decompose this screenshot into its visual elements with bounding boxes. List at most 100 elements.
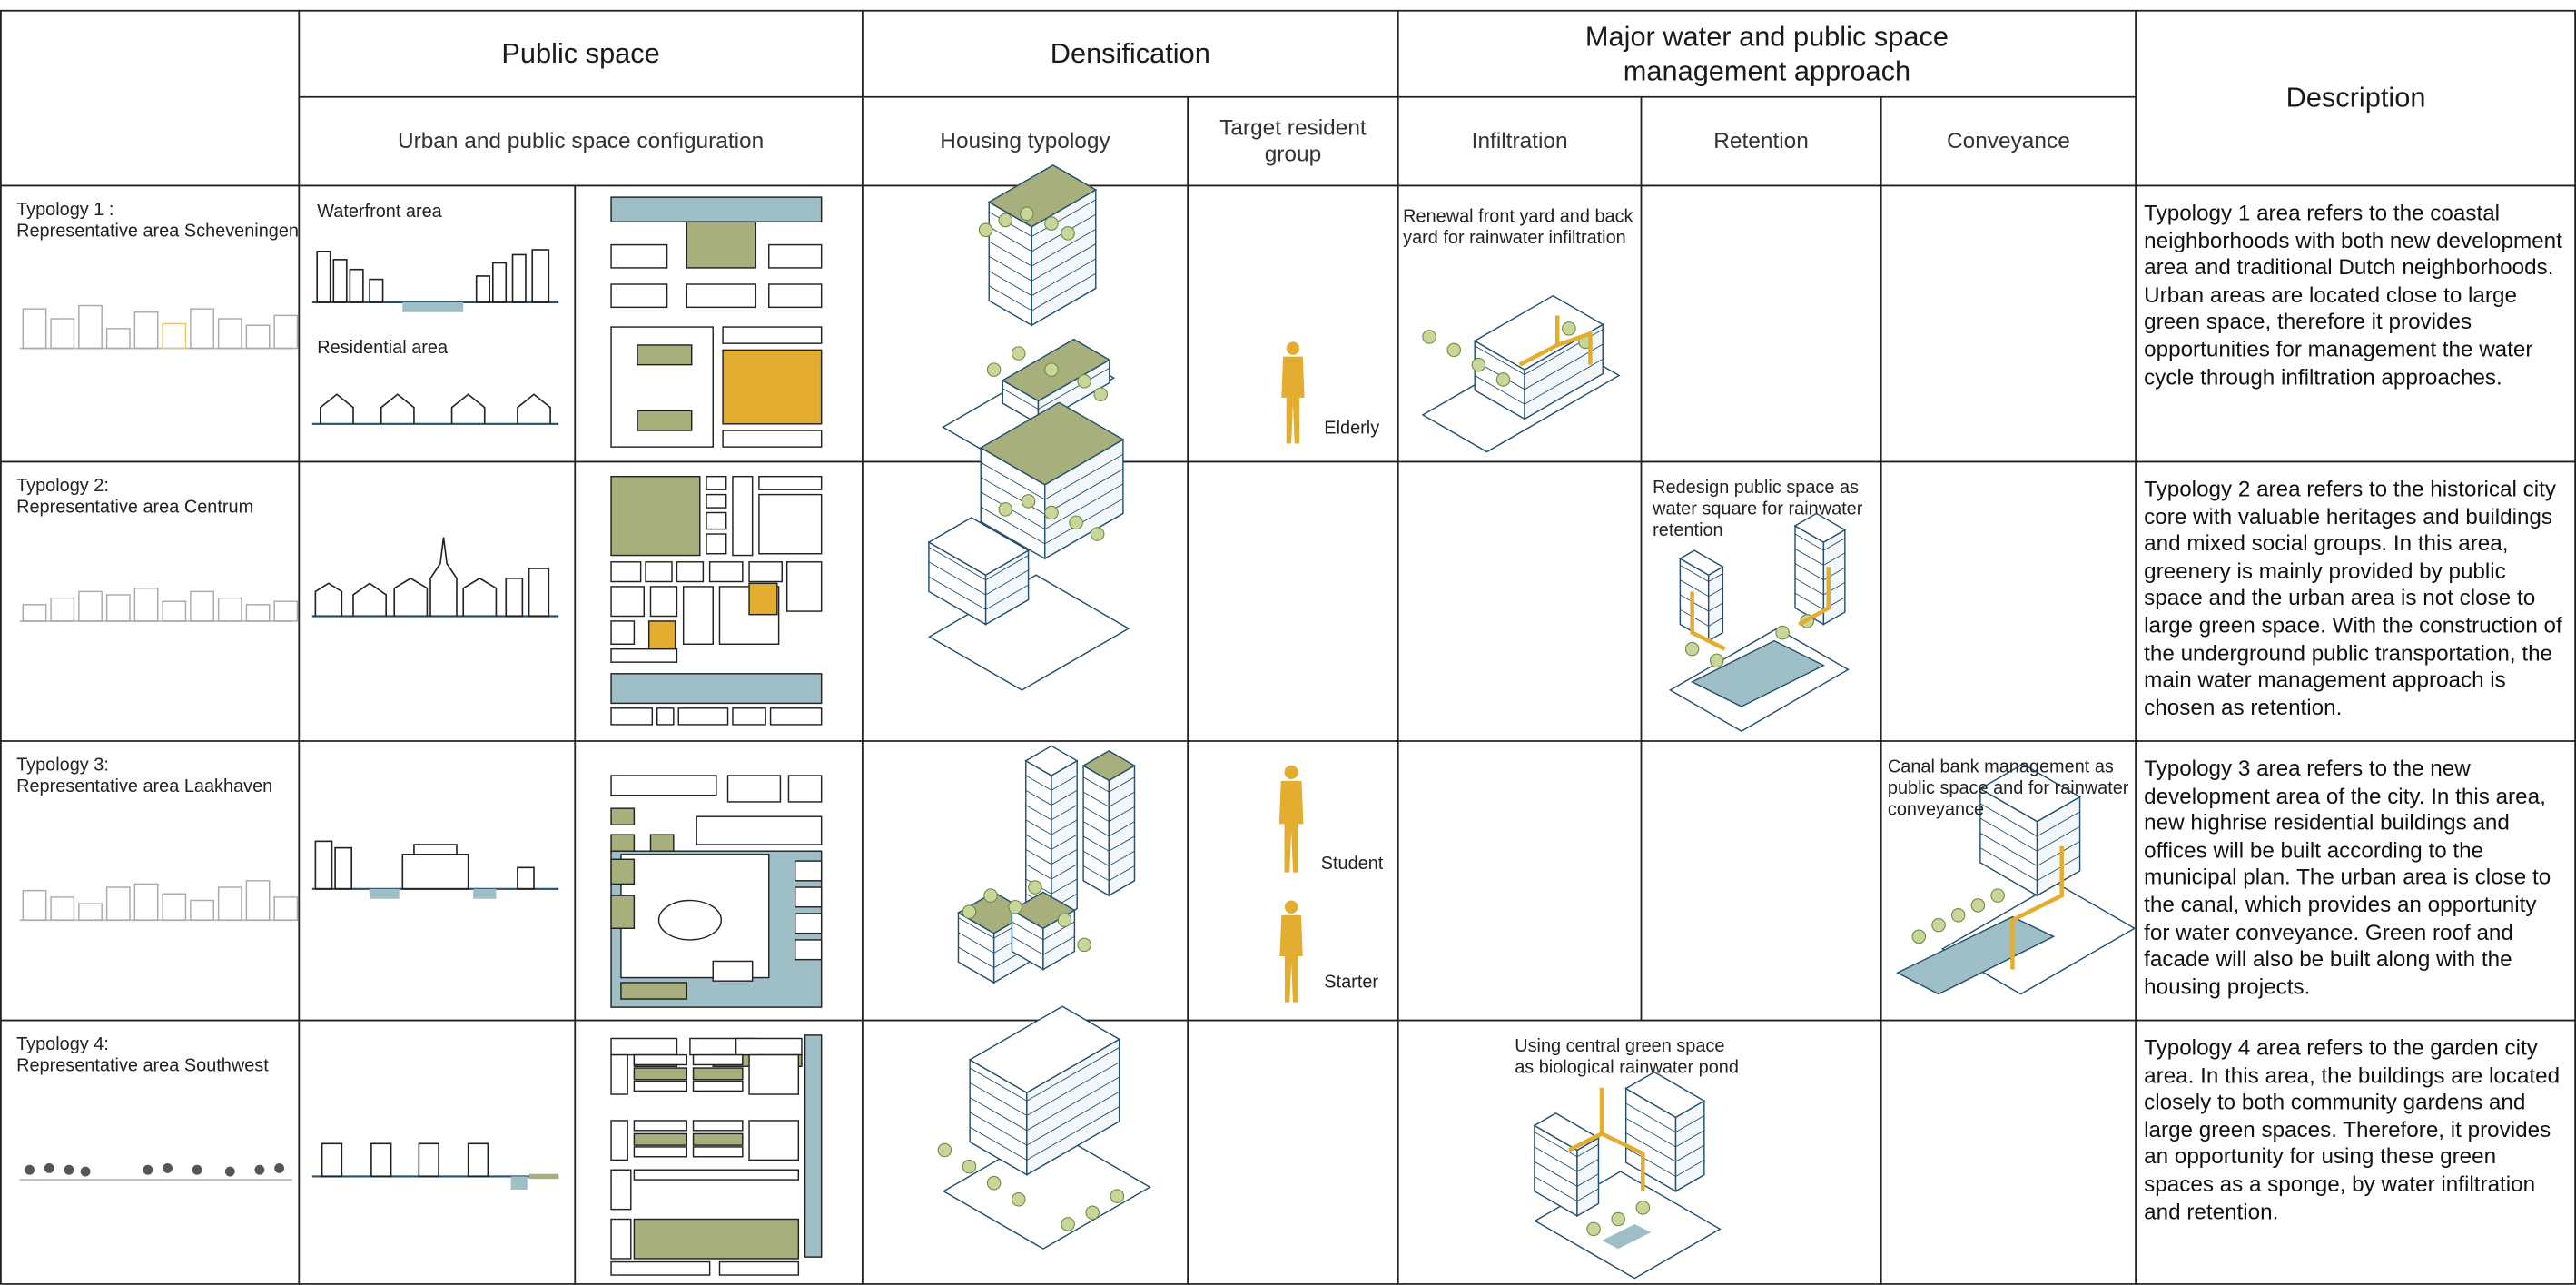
skyline-tree — [224, 1166, 235, 1177]
skyline-tree — [192, 1164, 202, 1175]
section-shape — [332, 259, 348, 303]
header-text: Densification — [1050, 37, 1210, 69]
section-shape — [473, 888, 497, 899]
skyline-building — [50, 318, 75, 350]
plan-block — [610, 647, 678, 663]
iso-floor — [1082, 850, 1110, 866]
iso-roof — [1081, 750, 1136, 782]
iso-floor — [1625, 1117, 1676, 1148]
flow-arrow — [1518, 315, 1593, 367]
iso-floor — [1031, 243, 1096, 282]
iso-floor — [928, 561, 986, 596]
subheader-text: Retention — [1713, 128, 1809, 153]
tree — [1044, 216, 1059, 231]
iso-floor — [1680, 565, 1709, 582]
iso-floor — [2037, 855, 2080, 882]
iso-floor — [958, 932, 994, 954]
tree — [1044, 362, 1059, 377]
section-shape — [349, 268, 364, 303]
iso-floor — [1474, 375, 1525, 405]
plan-block — [649, 586, 678, 618]
section-shape — [314, 840, 333, 890]
section-shape — [413, 844, 458, 855]
iso-floor — [969, 1082, 1028, 1116]
skyline-building — [78, 903, 103, 921]
plan-block — [748, 561, 783, 583]
iso-floor — [1002, 388, 1039, 410]
section-shape — [316, 251, 331, 303]
iso-floor — [1042, 935, 1075, 955]
approach-text: Redesign public space as water square fo… — [1653, 478, 1863, 541]
iso-floor — [985, 584, 1029, 610]
tree — [1422, 330, 1436, 344]
iso-floor — [1794, 592, 1824, 610]
iso-floor — [1576, 1188, 1599, 1202]
header-text: Public space — [501, 37, 660, 69]
tree — [937, 1142, 952, 1158]
skyline-building — [133, 588, 159, 622]
skyline-building — [217, 886, 242, 921]
iso-floor — [1082, 865, 1110, 882]
header: Description — [2136, 10, 2576, 186]
iso-face — [1082, 764, 1110, 897]
skyline-building — [22, 604, 47, 622]
tree — [1077, 937, 1091, 953]
tree — [1093, 387, 1109, 402]
skyline-tree — [25, 1164, 35, 1175]
tree — [1044, 505, 1059, 520]
plan-block — [692, 1067, 744, 1081]
plan-block — [633, 1067, 688, 1081]
plan-block — [692, 1053, 744, 1066]
iso-floor — [1044, 483, 1124, 529]
iso-roof — [1979, 763, 2082, 823]
iso-floor — [1044, 453, 1124, 500]
plan-block — [732, 707, 766, 726]
tree — [1471, 357, 1486, 372]
iso-floor — [2037, 840, 2080, 866]
iso-floor — [928, 576, 986, 610]
iso-floor — [1051, 775, 1078, 791]
person-head — [1284, 900, 1298, 914]
iso-floor — [1576, 1143, 1599, 1158]
approach-text: Renewal front yard and back yard for rai… — [1403, 206, 1633, 249]
section-shape — [467, 1142, 489, 1178]
plan-block — [656, 707, 675, 726]
iso-floor — [1025, 834, 1052, 850]
header-text: Description — [2285, 82, 2426, 114]
iso-floor — [2037, 811, 2080, 837]
flow-arrow — [2010, 845, 2064, 970]
iso-floor — [989, 285, 1032, 311]
plan-block — [794, 913, 823, 934]
plan-block — [804, 1034, 823, 1258]
iso-floor — [1044, 498, 1124, 545]
iso-floor — [1031, 199, 1096, 237]
plan-block — [748, 582, 778, 616]
iso-floor — [1082, 806, 1110, 823]
iso-floor — [1708, 602, 1723, 612]
plan-block — [748, 1053, 800, 1095]
typology-label: Typology 4: — [16, 1034, 109, 1055]
iso-floor — [1031, 258, 1096, 297]
typology-label: Typology 3: — [16, 756, 109, 776]
water-square — [1690, 639, 1825, 707]
plan-block — [610, 775, 717, 796]
subheader-text: Housing typology — [940, 128, 1110, 153]
plan-block — [696, 815, 823, 845]
skyline-building — [162, 893, 187, 921]
iso-floor — [1082, 821, 1110, 837]
tree — [1057, 913, 1072, 927]
tree — [1110, 1189, 1125, 1203]
border — [0, 9, 2576, 1285]
plan-block — [794, 939, 823, 961]
person-head — [1286, 341, 1300, 355]
skyline-building — [190, 590, 214, 622]
header-text: Major water and public space management … — [1584, 20, 1949, 86]
iso-floor — [1979, 803, 2038, 837]
area-label: Representative area Scheveningen — [16, 222, 300, 242]
tree — [1950, 908, 1966, 923]
iso-floor — [1625, 1102, 1676, 1133]
plan-block — [610, 620, 636, 645]
plan-block — [726, 775, 782, 803]
tree — [1911, 929, 1927, 944]
iso-floor — [1025, 805, 1052, 821]
